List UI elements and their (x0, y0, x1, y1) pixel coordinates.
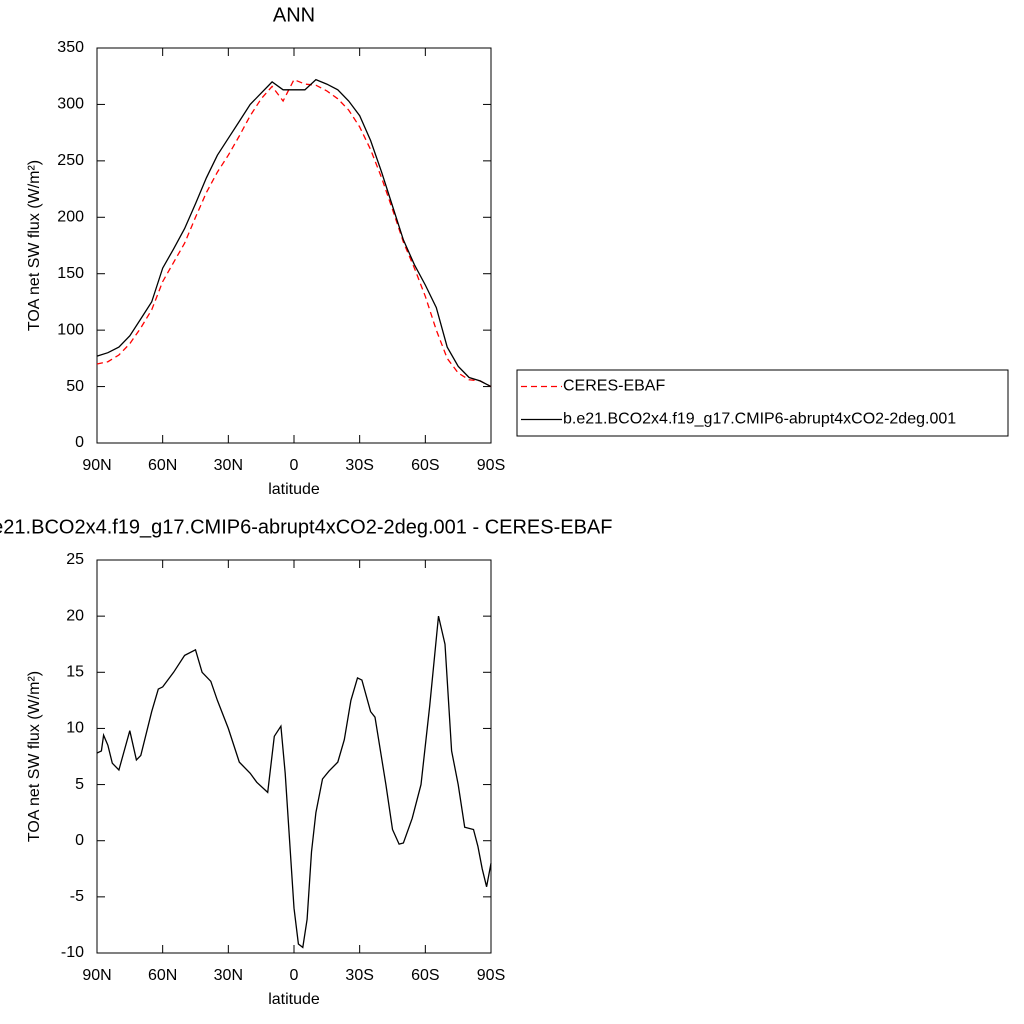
plot-frame (96, 47, 492, 444)
y-tick-label: 10 (66, 720, 84, 737)
data-line (96, 78, 492, 388)
y-tick-label: 20 (66, 607, 84, 624)
x-tick-label: 60S (411, 967, 439, 984)
x-tick-label: 60S (411, 457, 439, 474)
x-tick-label: 30S (345, 967, 373, 984)
y-tick-label: 25 (66, 551, 84, 568)
x-tick-label: 0 (290, 967, 299, 984)
y-tick-label: 50 (66, 378, 84, 395)
y-tick-label: 250 (57, 152, 84, 169)
legend-box (516, 369, 1009, 437)
x-tick-label: 30N (214, 967, 243, 984)
x-tick-label: 90S (477, 457, 505, 474)
x-tick-label: 90N (82, 967, 111, 984)
chart-title: b.e21.BCO2x4.f19_g17.CMIP6-abrupt4xCO2-2… (0, 516, 613, 538)
x-axis-label: latitude (268, 991, 320, 1008)
y-tick-label: 5 (75, 776, 84, 793)
data-line (96, 78, 492, 388)
x-axis-label: latitude (268, 481, 320, 498)
x-tick-label: 90S (477, 967, 505, 984)
chart-title: ANN (273, 4, 315, 26)
y-tick-label: 200 (57, 209, 84, 226)
legend-label: b.e21.BCO2x4.f19_g17.CMIP6-abrupt4xCO2-2… (563, 411, 956, 428)
y-tick-label: 100 (57, 321, 84, 338)
y-tick-label: 0 (75, 434, 84, 451)
y-tick-label: 300 (57, 96, 84, 113)
legend-label: CERES-EBAF (563, 378, 665, 395)
x-tick-label: 30S (345, 457, 373, 474)
x-tick-label: 60N (148, 967, 177, 984)
plot-frame (96, 559, 492, 954)
y-axis-label: TOA net SW flux (W/m²) (26, 671, 43, 842)
y-axis-label: TOA net SW flux (W/m²) (26, 160, 43, 331)
x-tick-label: 30N (214, 457, 243, 474)
x-tick-label: 90N (82, 457, 111, 474)
y-tick-label: -10 (61, 944, 84, 961)
x-tick-label: 60N (148, 457, 177, 474)
y-tick-label: -5 (70, 888, 84, 905)
y-tick-label: 350 (57, 39, 84, 56)
y-tick-label: 150 (57, 265, 84, 282)
y-tick-label: 15 (66, 664, 84, 681)
data-line (96, 615, 492, 949)
y-tick-label: 0 (75, 832, 84, 849)
x-tick-label: 0 (290, 457, 299, 474)
